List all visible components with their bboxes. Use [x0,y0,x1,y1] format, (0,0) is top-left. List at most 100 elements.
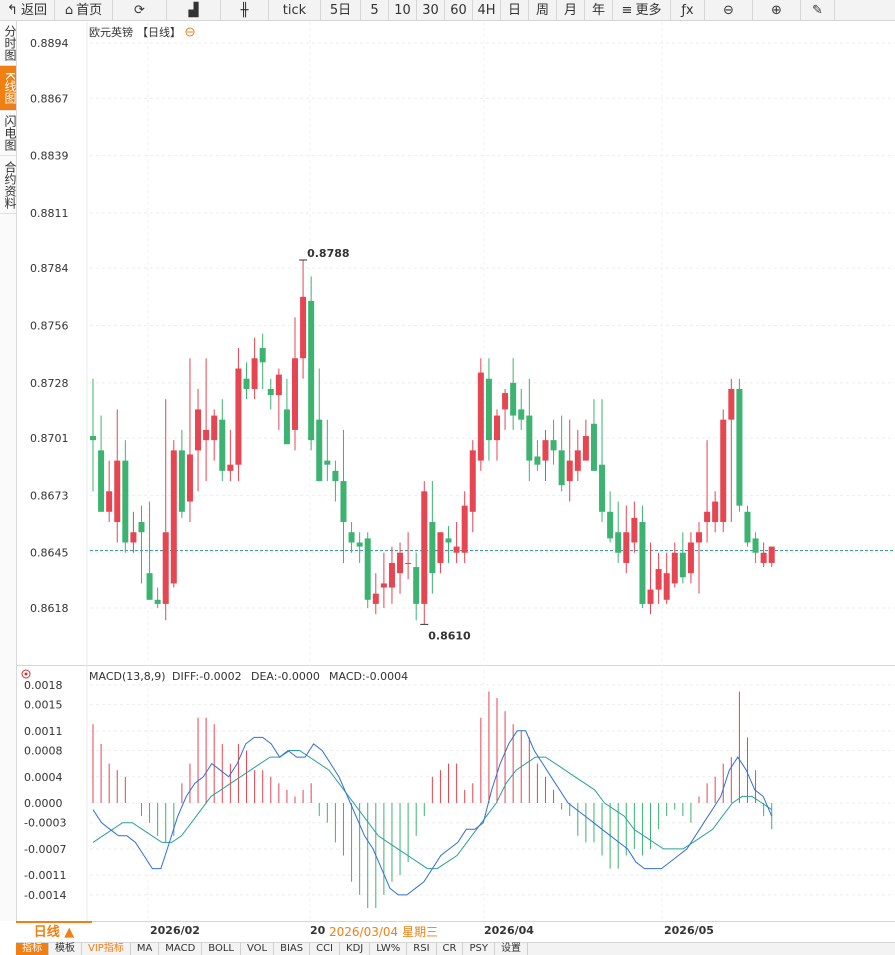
candle-body [615,532,622,553]
candle-body [348,532,355,543]
candle-body [494,415,500,441]
toolbar-btn-10-button[interactable]: 60 [445,0,473,20]
candle-body [397,552,404,574]
toolbar-home-button[interactable]: ⌂ 首页 [55,0,113,20]
candle-body [550,440,557,451]
candle-body [453,546,460,553]
indicator-tab-13[interactable]: PSY [463,943,495,955]
indicator-tab-7[interactable]: BIAS [274,943,311,955]
y-tick-label: 0.8728 [30,377,69,390]
candle-body [300,296,307,359]
toolbar-label: 30 [422,2,439,18]
candle-body [518,409,525,420]
toolbar-btn-12-button[interactable]: 日 [501,0,529,20]
formula-button[interactable]: ƒx [671,0,705,20]
indicator-tab-10[interactable]: LW% [370,943,408,955]
candle-body [607,511,614,539]
toolbar-btn-5-button[interactable]: tick [269,0,321,20]
toolbar-btn-6-button[interactable]: 5日 [321,0,361,20]
indicator-tab-14[interactable]: 设置 [495,943,528,955]
dea-line [92,750,772,870]
candle-body [324,460,331,465]
zoom-out-button[interactable]: ⊖ [705,0,753,20]
side-tab-0[interactable]: 分时图 [0,21,17,66]
chart-canvas: 0.8894 0.8867 0.8839 0.8811 0.8784 0.8756 0.87… [16,22,895,921]
toolbar-btn-11-button[interactable]: 4H [473,0,501,20]
indicator-tab-2[interactable]: VIP指标 [82,943,131,955]
candle-body [445,538,452,543]
date-label-mar: 20 [310,924,326,937]
toolbar-menu-button[interactable]: ≡ 更多 [613,0,671,20]
candle-body [558,450,565,486]
toolbar-label: 60 [450,2,467,18]
candle-body [647,589,654,604]
indicator-tab-4[interactable]: MACD [159,943,203,955]
toolbar-btn-14-button[interactable]: 月 [557,0,585,20]
indicator-tab-5[interactable]: BOLL [202,943,241,955]
candle-body [98,450,105,512]
toolbar-btn-13-button[interactable]: 周 [529,0,557,20]
candle-body [639,522,646,604]
indicator-tab-3[interactable]: MA [131,943,160,955]
candle-body [752,538,759,553]
candle-body [728,388,735,420]
candle-body [736,388,743,506]
candle-body [768,546,775,563]
refresh-button[interactable]: ⟳ [113,0,167,20]
indicator-tab-6[interactable]: VOL [241,943,275,955]
candle-body [485,378,492,441]
candle-body [510,382,517,416]
candle-body [655,569,662,590]
pen-icon: ✎ [812,2,823,18]
macd-value-label: MACD:-0.0004 [329,670,408,683]
toolbar-back-arrow-button[interactable]: ↰ 返回 [0,0,55,20]
candle-body [760,552,767,563]
indicator-tab-12[interactable]: CR [437,943,464,955]
home-icon: ⌂ [64,2,74,18]
toolbar-label: 日 [507,2,521,18]
indicator-tab-0[interactable]: 指标 [16,943,49,955]
candle-body [590,423,597,471]
candle-body [477,372,484,461]
bar-chart-button[interactable]: ▟ [167,0,221,20]
diff-line [92,730,773,896]
menu-icon: ≡ [621,2,633,18]
candle-body [566,460,573,482]
indicator-tab-11[interactable]: RSI [407,943,437,955]
candle-body [623,532,630,563]
candle-body [178,450,185,512]
candle-body [380,583,387,588]
indicator-tab-9[interactable]: KDJ [340,943,371,955]
candle-body [429,522,436,574]
candle-body [720,419,727,523]
side-tab-3[interactable]: 合约资料 [0,156,17,214]
dea-label: DEA:-0.0000 [251,670,320,683]
candle-body [469,450,476,512]
refresh-icon: ⟳ [134,2,145,18]
zoom-in-button[interactable]: ⊕ [753,0,801,20]
pen-button[interactable]: ✎ [801,0,835,20]
macd-y-tick-label: -0.0007 [24,843,66,856]
y-tick-label: 0.8756 [30,320,69,333]
side-tab-1[interactable]: K线图 [0,66,17,111]
toolbar-btn-8-button[interactable]: 10 [389,0,417,20]
toolbar-btn-15-button[interactable]: 年 [585,0,613,20]
candle-body [631,517,638,543]
period-button[interactable]: 日线 ▲ [16,921,92,943]
y-tick-label: 0.8784 [30,262,69,275]
toolbar-btn-7-button[interactable]: 5 [361,0,389,20]
indicator-tab-8[interactable]: CCI [310,943,341,955]
candle-body [203,429,210,441]
bottom-bar: 日线 ▲ 2026/02 20 2026/04 2026/05 2026/03/… [16,921,895,955]
candle-body [308,300,315,441]
candle-body [114,460,121,523]
indicator-tab-1[interactable]: 模板 [49,943,82,955]
y-tick-label: 0.8673 [30,489,69,502]
toolbar-label: 更多 [635,2,662,18]
side-tab-2[interactable]: 闪电图 [0,111,17,156]
candle-body [154,599,161,604]
candlestick-button[interactable]: ╫ [221,0,269,20]
zoom-out-icon: ⊖ [723,2,734,18]
toolbar-btn-9-button[interactable]: 30 [417,0,445,20]
candle-body [316,419,323,482]
